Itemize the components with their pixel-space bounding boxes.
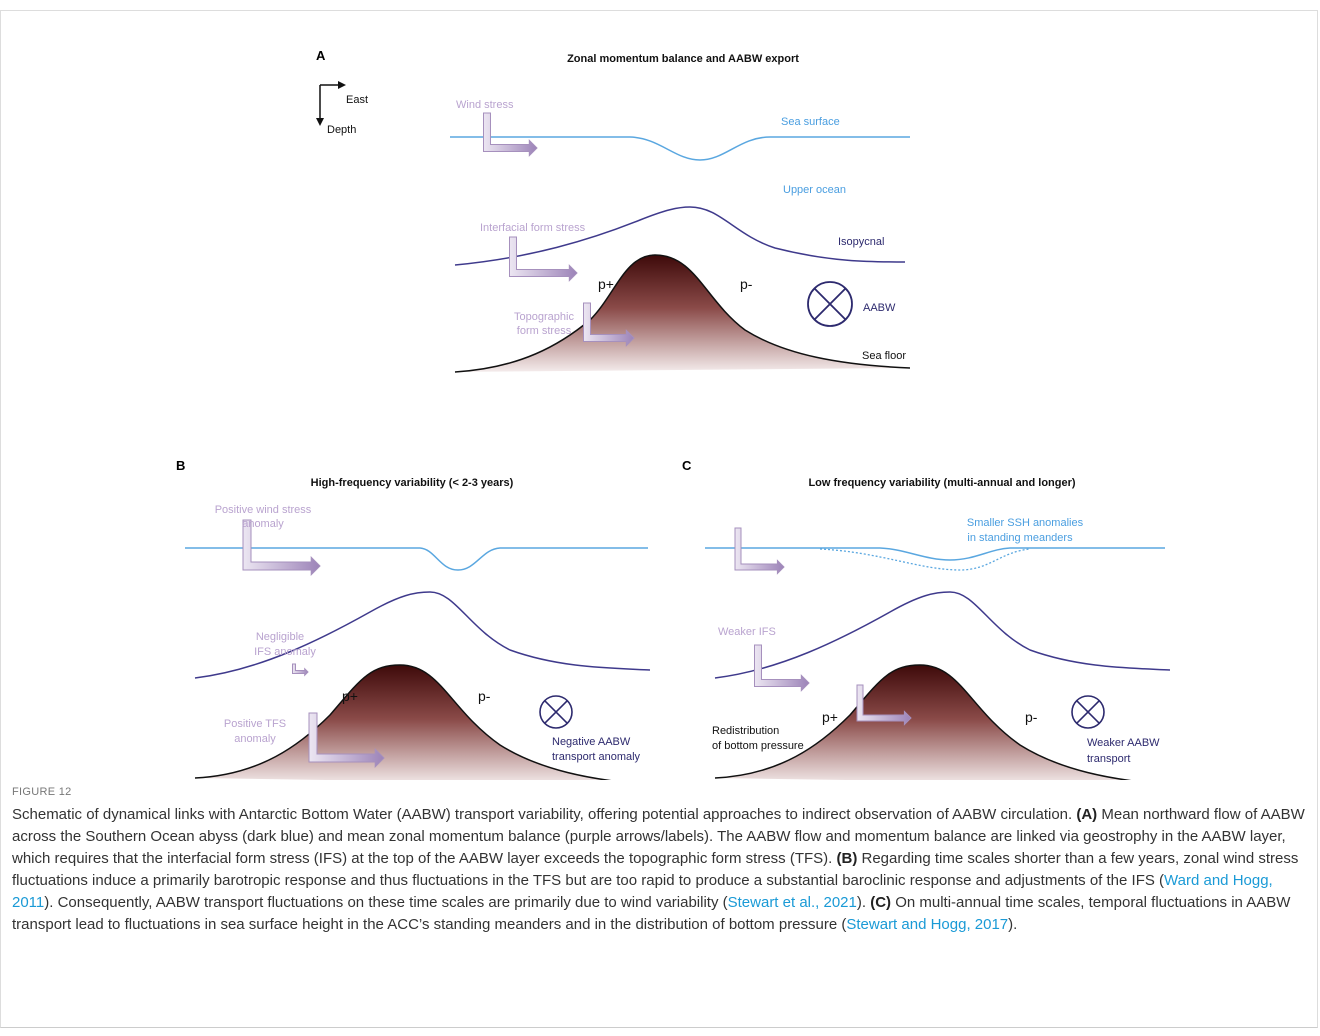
label: Smaller SSH anomalies (967, 517, 1084, 529)
label: p+ (342, 688, 358, 704)
label: Depth (327, 124, 356, 136)
label: p- (1025, 709, 1038, 725)
page: A Zonal momentum balance and AABW export… (0, 0, 1320, 1036)
text: ). (857, 894, 870, 911)
text: Schematic of dynamical links with Antarc… (12, 806, 1076, 823)
label: form stress (517, 325, 572, 337)
citation-link[interactable]: Stewart and Hogg, 2017 (846, 916, 1008, 933)
stress-arrow (293, 664, 309, 675)
isopycnal (715, 592, 1170, 678)
compass (320, 85, 340, 120)
caption-text: Schematic of dynamical links with Antarc… (12, 804, 1310, 936)
sea-surface-anomaly (820, 549, 1030, 570)
text: ). Consequently, AABW transport fluctuat… (44, 894, 727, 911)
caption: FIGURE 12 Schematic of dynamical links w… (12, 786, 1310, 936)
label: anomaly (242, 518, 284, 530)
label: in standing meanders (967, 532, 1073, 544)
aabw-cross (545, 701, 568, 724)
label: p- (740, 276, 753, 292)
label: Wind stress (456, 99, 514, 111)
aabw-cross (1077, 701, 1100, 724)
label: Sea surface (781, 116, 840, 128)
label: Positive TFS (224, 718, 286, 730)
label: Weaker IFS (718, 626, 776, 638)
label: Positive wind stress (215, 504, 312, 516)
text: ). (1008, 916, 1017, 933)
panel-title: Low frequency variability (multi-annual … (808, 477, 1075, 489)
shapes (185, 81, 1170, 780)
label: Weaker AABW (1087, 737, 1160, 749)
label: Interfacial form stress (480, 222, 586, 234)
panel-title: Zonal momentum balance and AABW export (567, 53, 799, 65)
stress-arrow (510, 237, 578, 281)
text: (C) (870, 894, 891, 911)
label: p- (478, 688, 491, 704)
label: Negative AABW (552, 736, 631, 748)
label: Isopycnal (838, 236, 884, 248)
label: Negligible (256, 631, 304, 643)
panel-label: C (682, 458, 692, 473)
label: AABW (863, 302, 896, 314)
panel-label: A (316, 48, 326, 63)
label: p+ (822, 709, 838, 725)
aabw-cross (814, 288, 845, 319)
panel-title: High-frequency variability (< 2-3 years) (311, 477, 514, 489)
label: Redistribution (712, 725, 779, 737)
stress-arrow (735, 528, 784, 574)
stress-arrow (484, 113, 538, 156)
panel-label: B (176, 458, 185, 473)
label: Upper ocean (783, 184, 846, 196)
label: East (346, 94, 368, 106)
text: (B) (837, 850, 858, 867)
label: IFS anomaly (254, 646, 316, 658)
label: anomaly (234, 733, 276, 745)
label: transport anomaly (552, 751, 641, 763)
label: of bottom pressure (712, 740, 804, 752)
text: (A) (1076, 806, 1097, 823)
citation-link[interactable]: Stewart et al., 2021 (728, 894, 857, 911)
figure-label: FIGURE 12 (12, 786, 1310, 798)
label: Sea floor (862, 350, 906, 362)
figure-schematic: A Zonal momentum balance and AABW export… (0, 0, 1320, 780)
label: transport (1087, 753, 1130, 765)
label: p+ (598, 276, 614, 292)
label: Topographic (514, 311, 574, 323)
sea-surface (705, 548, 1165, 560)
